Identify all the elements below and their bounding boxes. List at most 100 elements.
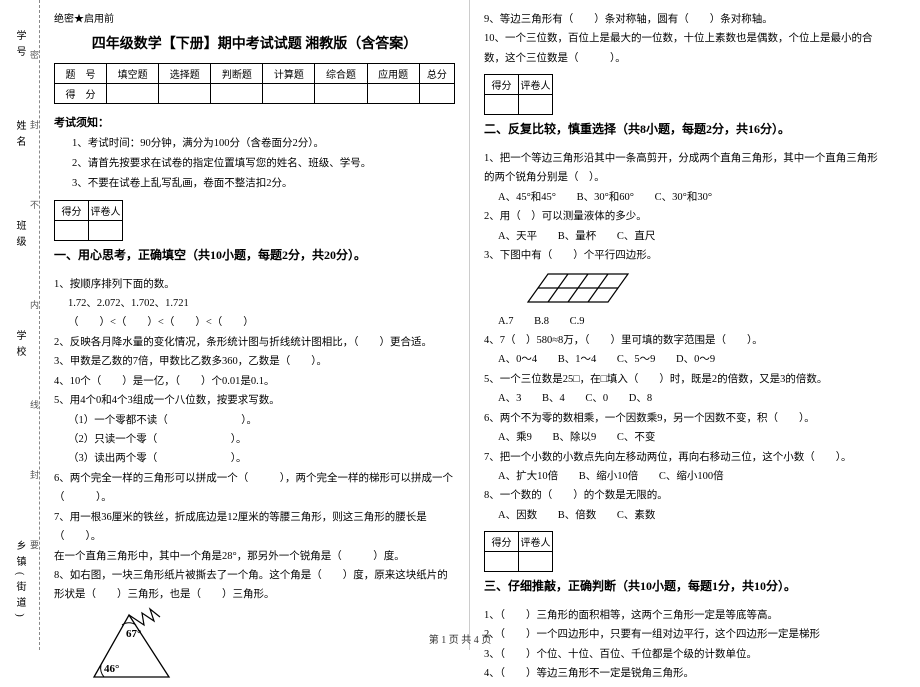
option: C.9	[570, 312, 585, 331]
question: 4、7（ ）580≈8万，（ ）里可填的数字范围是（ ）。	[484, 331, 886, 350]
box-cell	[519, 95, 553, 115]
question: 10、一个三位数，百位上是最大的一位数，十位上素数也是偶数，个位上是最小的合数，…	[484, 29, 886, 68]
question: 3、下图中有（ ）个平行四边形。	[484, 246, 886, 265]
option: B、30°和60°	[577, 188, 634, 207]
box-cell	[55, 220, 89, 240]
score-header: 总分	[419, 64, 454, 84]
score-header: 题 号	[55, 64, 107, 84]
box-header: 得分	[485, 75, 519, 95]
score-table: 题 号 填空题 选择题 判断题 计算题 综合题 应用题 总分 得 分	[54, 63, 455, 104]
notice-heading: 考试须知：	[54, 114, 455, 130]
score-cell	[211, 84, 263, 104]
binding-gutter: 学号 姓名 班级 学校 乡镇(街道) 密 封 不 内 线 封 要	[0, 0, 40, 650]
section-3-heading: 三、仔细推敲，正确判断（共10小题，每题1分，共10分）。	[484, 579, 796, 593]
score-header: 选择题	[159, 64, 211, 84]
notice-item: 1、考试时间：90分钟，满分为100分（含卷面分2分）。	[72, 134, 455, 154]
option: B、4	[542, 389, 565, 408]
option: C、5～9	[617, 350, 656, 369]
score-cell	[419, 84, 454, 104]
option: A、45°和45°	[498, 188, 556, 207]
question: 2、反映各月降水量的变化情况，条形统计图与折线统计图相比，（ ）更合适。	[54, 333, 455, 352]
box-header: 评卷人	[519, 532, 553, 552]
seal-char: 线	[28, 400, 41, 417]
options: A、3 B、4 C、0 D、8	[484, 389, 886, 408]
option: C、30°和30°	[655, 188, 712, 207]
score-header: 填空题	[107, 64, 159, 84]
notice-list: 1、考试时间：90分钟，满分为100分（含卷面分2分）。 2、请首先按要求在试卷…	[54, 134, 455, 194]
option: B、量杯	[558, 227, 597, 246]
gutter-label: 学号	[12, 30, 27, 62]
question: 4、（ ）等边三角形不一定是锐角三角形。	[484, 664, 886, 683]
option: B、除以9	[552, 428, 596, 447]
options: A、扩大10倍 B、缩小10倍 C、缩小100倍	[484, 467, 886, 486]
notice-item: 3、不要在试卷上乱写乱画，卷面不整洁扣2分。	[72, 174, 455, 194]
option: D、8	[629, 389, 652, 408]
question-sub: （ ）<（ ）<（ ）<（ ）	[54, 313, 455, 332]
left-column: 绝密★启用前 四年级数学【下册】期中考试试题 湘教版（含答案） 题 号 填空题 …	[40, 0, 470, 650]
option: C、缩小100倍	[659, 467, 724, 486]
question: 9、等边三角形有（ ）条对称轴，圆有（ ）条对称轴。	[484, 10, 886, 29]
question-sub: （2）只读一个零（ ）。	[54, 430, 455, 449]
question: 5、用4个0和4个3组成一个八位数，按要求写数。	[54, 391, 455, 410]
question: 2、用（ ）可以测量液体的多少。	[484, 207, 886, 226]
score-header: 计算题	[263, 64, 315, 84]
options: A、0～4 B、1～4 C、5～9 D、0～9	[484, 350, 886, 369]
options: A、45°和45° B、30°和60° C、30°和30°	[484, 188, 886, 207]
question: 6、两个不为零的数相乘，一个因数乘9，另一个因数不变，积（ ）。	[484, 409, 886, 428]
option: A、扩大10倍	[498, 467, 558, 486]
option: A、天平	[498, 227, 537, 246]
gutter-label: 学校	[12, 330, 27, 362]
question: 4、10个（ ）是一亿，（ ）个0.01是0.1。	[54, 372, 455, 391]
question: 3、甲数是乙数的7倍，甲数比乙数多360，乙数是（ ）。	[54, 352, 455, 371]
score-row-label: 得 分	[55, 84, 107, 104]
box-header: 得分	[55, 200, 89, 220]
option: C、不变	[617, 428, 656, 447]
score-header: 判断题	[211, 64, 263, 84]
section-score-box: 得分 评卷人	[484, 74, 553, 115]
score-cell	[315, 84, 367, 104]
box-header: 得分	[485, 532, 519, 552]
exam-title: 四年级数学【下册】期中考试试题 湘教版（含答案）	[54, 33, 455, 53]
question: 6、两个完全一样的三角形可以拼成一个（ ），两个完全一样的梯形可以拼成一个（ ）…	[54, 469, 455, 508]
gutter-label: 姓名	[12, 120, 27, 152]
question-sub: 1.72、2.072、1.702、1.721	[54, 294, 455, 313]
option: C、素数	[617, 506, 656, 525]
question: 7、用一根36厘米的铁丝，折成底边是12厘米的等腰三角形，则这三角形的腰长是（ …	[54, 508, 455, 547]
box-cell	[485, 95, 519, 115]
section-score-box: 得分 评卷人	[54, 200, 123, 241]
question: 5、一个三位数是25□，在□填入（ ）时，既是2的倍数，又是3的倍数。	[484, 370, 886, 389]
secret-label: 绝密★启用前	[54, 10, 455, 25]
gutter-label: 班级	[12, 220, 27, 252]
score-cell	[159, 84, 211, 104]
question-sub: （1）一个零都不读（ ）。	[54, 411, 455, 430]
parallelogram-figure	[514, 268, 634, 310]
torn-triangle-figure: 67° 46°	[74, 607, 184, 687]
question-sub: （3）读出两个零（ ）。	[54, 449, 455, 468]
seal-char: 封	[28, 120, 41, 137]
option: B、缩小10倍	[579, 467, 639, 486]
option: C、0	[585, 389, 608, 408]
box-cell	[519, 552, 553, 572]
question: 1、（ ）三角形的面积相等，这两个三角形一定是等底等高。	[484, 606, 886, 625]
option: A、因数	[498, 506, 537, 525]
right-column: 9、等边三角形有（ ）条对称轴，圆有（ ）条对称轴。 10、一个三位数，百位上是…	[470, 0, 900, 650]
question: 8、一个数的（ ）的个数是无限的。	[484, 486, 886, 505]
score-header: 综合题	[315, 64, 367, 84]
question: 8、如右图，一块三角形纸片被撕去了一个角。这个角是（ ）度，原来这块纸片的形状是…	[54, 566, 455, 605]
score-cell	[263, 84, 315, 104]
notice-item: 2、请首先按要求在试卷的指定位置填写您的姓名、班级、学号。	[72, 154, 455, 174]
section-score-box: 得分 评卷人	[484, 531, 553, 572]
seal-char: 不	[28, 200, 41, 217]
option: A、乘9	[498, 428, 532, 447]
question: 1、按顺序排列下面的数。	[54, 275, 455, 294]
box-cell	[89, 220, 123, 240]
option: D、0～9	[676, 350, 715, 369]
box-header: 评卷人	[89, 200, 123, 220]
angle-label: 46°	[104, 663, 119, 675]
seal-char: 要	[28, 540, 41, 557]
options: A、因数 B、倍数 C、素数	[484, 506, 886, 525]
section-2-heading: 二、反复比较，慎重选择（共8小题，每题2分，共16分）。	[484, 122, 790, 136]
option: B.8	[534, 312, 549, 331]
gutter-label: 乡镇(街道)	[12, 540, 27, 623]
seal-char: 内	[28, 300, 41, 317]
